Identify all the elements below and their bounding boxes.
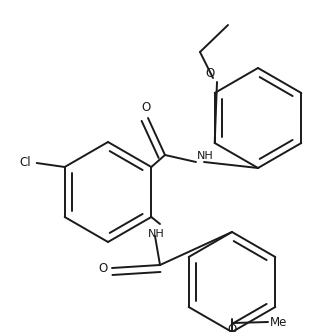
Text: O: O (99, 262, 108, 275)
Text: O: O (206, 67, 215, 80)
Text: O: O (141, 101, 150, 114)
Text: Cl: Cl (19, 156, 31, 170)
Text: NH: NH (148, 229, 164, 239)
Text: Me: Me (270, 315, 287, 328)
Text: O: O (227, 323, 237, 332)
Text: NH: NH (197, 151, 214, 161)
